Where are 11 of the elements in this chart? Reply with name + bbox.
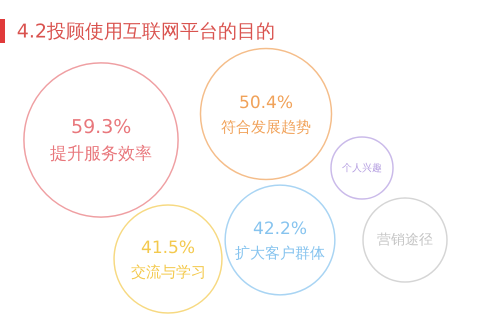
data-label: 59.3%	[71, 116, 132, 138]
category-label: 符合发展趋势	[221, 118, 311, 136]
data-label: 50.4%	[239, 93, 294, 113]
category-label: 交流与学习	[131, 263, 206, 281]
text: 4.2投顾使用互联网平台的目的	[16, 20, 276, 43]
data-label: 42.2%	[253, 219, 308, 239]
category-label: 扩大客户群体	[235, 244, 325, 262]
category-label: 提升服务效率	[50, 144, 152, 164]
category-label: 个人兴趣	[342, 162, 382, 174]
data-label: 41.5%	[141, 238, 196, 258]
category-label: 营销途径	[377, 232, 433, 248]
